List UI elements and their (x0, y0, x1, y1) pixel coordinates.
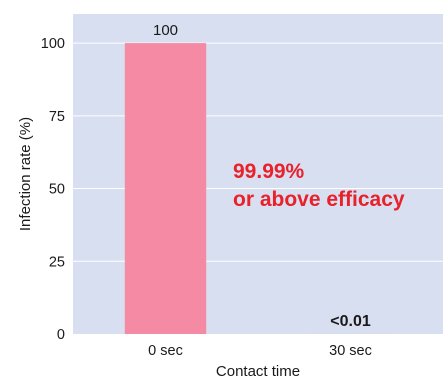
y-tick-label: 0 (57, 327, 65, 343)
x-tick-label: 30 sec (329, 343, 372, 359)
data-labels: 100 <0.01 (153, 22, 371, 330)
y-tick-label: 75 (49, 109, 65, 125)
x-axis-ticks: 0 sec 30 sec (148, 343, 372, 359)
y-axis-ticks: 0 25 50 75 100 (41, 36, 65, 343)
y-axis-label: Infection rate (%) (17, 117, 34, 231)
y-tick-label: 25 (49, 254, 65, 270)
data-label: <0.01 (330, 313, 371, 330)
efficacy-annotation-line-1: 99.99% (233, 160, 305, 183)
data-label: 100 (153, 22, 178, 39)
bar (124, 43, 207, 334)
y-tick-label: 50 (49, 182, 65, 198)
efficacy-annotation: 99.99% or above efficacy (233, 160, 405, 211)
y-tick-label: 100 (41, 36, 65, 52)
efficacy-annotation-line-2: or above efficacy (233, 188, 405, 211)
bars (124, 43, 392, 334)
x-tick-label: 0 sec (148, 343, 183, 359)
x-axis-label: Contact time (216, 363, 300, 378)
